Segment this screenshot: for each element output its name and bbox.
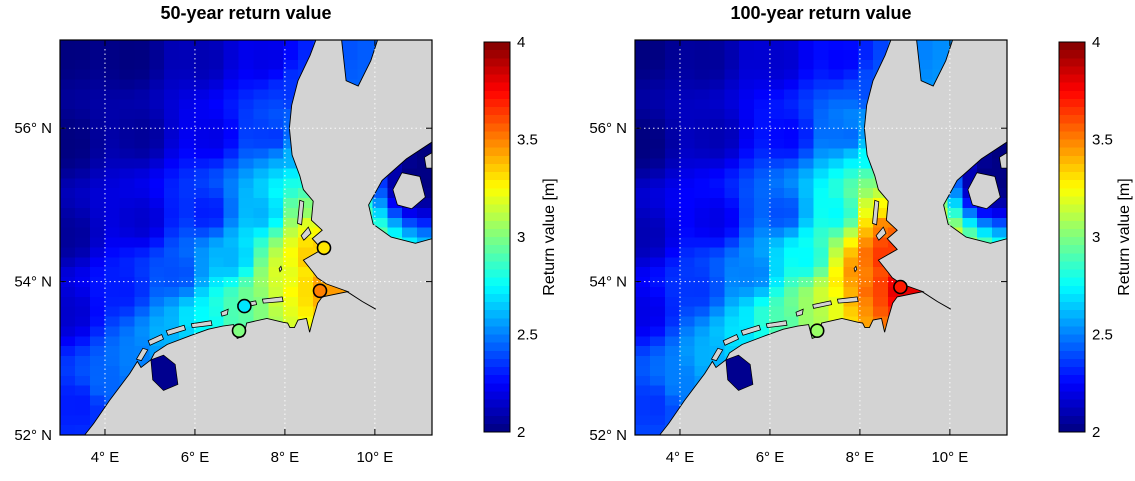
colorbar-tick-label: 4 <box>517 34 525 51</box>
x-tick-label: 6° E <box>181 449 210 466</box>
colorbar-border <box>1058 41 1086 433</box>
panel-title-100-year: 100-year return value <box>730 3 912 23</box>
y-tick-label: 52° N <box>14 427 52 444</box>
axis-ticks-and-labels: 4° E 6° E 8° E 10° E 56° N 54° N 52° N <box>589 40 1007 466</box>
map-50-year: 4° E 6° E 8° E 10° E 56° N 54° N 52° N 4 3.5 3 2.5… <box>14 34 558 466</box>
y-tick-label: 54° N <box>14 274 52 291</box>
island <box>297 199 305 226</box>
station-marker <box>237 298 252 314</box>
lake-ijsselmeer <box>150 354 179 391</box>
island <box>190 320 213 329</box>
island <box>278 265 283 273</box>
x-tick-label: 4° E <box>91 449 120 466</box>
plot-border <box>59 39 433 436</box>
y-tick-label: 56° N <box>589 120 627 137</box>
island <box>165 324 186 336</box>
land <box>658 39 1008 436</box>
colorbar-label: Return value [m] <box>541 178 558 295</box>
island <box>710 347 724 362</box>
map-100-year: 4° E 6° E 8° E 10° E 56° N 54° N 52° N 4 3.5 3 2.5… <box>589 34 1133 466</box>
island <box>853 265 858 273</box>
river-elbe <box>921 291 952 310</box>
island <box>836 296 859 304</box>
island <box>765 320 788 329</box>
colorbar-border <box>483 41 511 433</box>
land <box>83 39 433 436</box>
x-tick-label: 6° E <box>756 449 785 466</box>
y-tick-label: 54° N <box>589 274 627 291</box>
panel-100-year: 100-year return value 4° E 6° E 8° E 10° E 5… <box>575 0 1135 481</box>
river-elbe <box>346 291 377 310</box>
colorbar-tick-label: 3 <box>517 229 525 246</box>
island <box>722 333 740 346</box>
island <box>300 226 312 241</box>
lake-ijsselmeer <box>725 354 754 391</box>
island <box>875 226 887 241</box>
y-tick-label: 52° N <box>589 427 627 444</box>
station-marker <box>316 240 332 256</box>
colorbar-tick-label: 4 <box>1092 34 1100 51</box>
island <box>147 333 165 346</box>
panel-title-50-year: 50-year return value <box>160 3 332 23</box>
island <box>872 199 880 226</box>
island <box>392 172 426 210</box>
station-markers <box>809 279 908 339</box>
colorbar-tick-label: 2.5 <box>1092 327 1113 344</box>
colorbar-tick-label: 2 <box>517 424 525 441</box>
y-tick-label: 56° N <box>14 120 52 137</box>
station-marker <box>312 283 328 299</box>
graticule <box>635 40 1007 435</box>
x-tick-label: 4° E <box>666 449 695 466</box>
x-tick-label: 10° E <box>931 449 968 466</box>
island <box>220 308 229 317</box>
colorbar-tick-label: 2 <box>1092 424 1100 441</box>
colorbar-tick-label: 3 <box>1092 229 1100 246</box>
island <box>135 347 149 362</box>
plot-border <box>634 39 1008 436</box>
graticule <box>60 40 432 435</box>
island <box>795 308 804 317</box>
island <box>740 324 761 336</box>
panel-50-year: 50-year return value 4° E 6° E 8° E 10° E 56… <box>0 0 562 481</box>
colorbar-tick-label: 3.5 <box>1092 132 1113 149</box>
station-marker <box>809 323 825 339</box>
colorbar-label: Return value [m] <box>1116 178 1133 295</box>
island <box>261 296 284 304</box>
station-markers <box>231 240 332 339</box>
axis-ticks-and-labels: 4° E 6° E 8° E 10° E 56° N 54° N 52° N <box>14 40 432 466</box>
island <box>967 172 1001 210</box>
colorbar-tick-label: 3.5 <box>517 132 538 149</box>
station-marker <box>893 279 908 295</box>
x-tick-label: 10° E <box>356 449 393 466</box>
colorbar-tick-label: 2.5 <box>517 327 538 344</box>
island <box>812 300 833 309</box>
colorbar: 4 3.5 3 2.5 2 Return value [m] <box>1058 34 1133 441</box>
colorbar: 4 3.5 3 2.5 2 Return value [m] <box>483 34 558 441</box>
station-marker <box>231 323 247 339</box>
x-tick-label: 8° E <box>846 449 875 466</box>
x-tick-label: 8° E <box>271 449 300 466</box>
